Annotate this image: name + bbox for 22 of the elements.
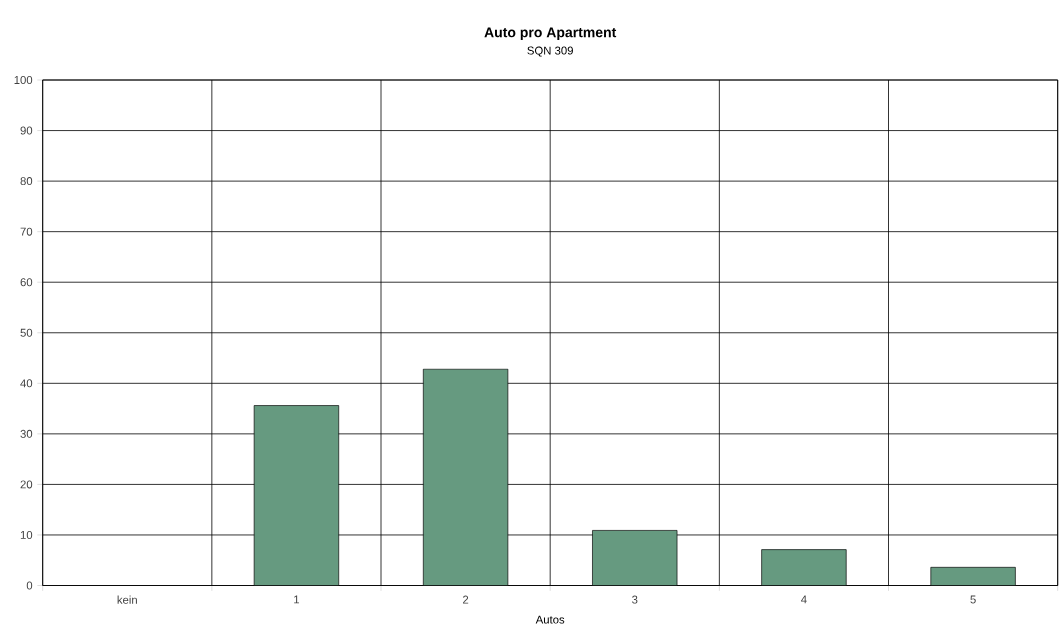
y-tick-label: 60 (20, 278, 33, 287)
x-tick-label: 4 (801, 595, 807, 604)
y-tick-label: 80 (20, 177, 33, 186)
y-tick-label: 20 (20, 480, 33, 489)
y-tick-label: 0 (26, 581, 33, 590)
bar (930, 567, 1016, 586)
x-tick-label: kein (117, 595, 137, 605)
bar (761, 549, 847, 586)
y-tick-label: 10 (20, 531, 33, 540)
y-tick-label: 30 (20, 430, 33, 439)
y-tick-label: 50 (20, 328, 33, 338)
x-tick-label: 2 (463, 595, 469, 604)
x-tick-label: 3 (632, 595, 638, 604)
y-tick-label: 100 (14, 76, 33, 85)
chart-subtitle: SQN 309 (527, 46, 573, 57)
x-axis-title: Autos (535, 615, 565, 624)
y-tick-label: 70 (20, 227, 33, 236)
y-tick-label: 40 (20, 379, 33, 388)
x-tick-label: 5 (970, 595, 976, 604)
chart-title: Auto pro Apartment (484, 27, 617, 41)
x-tick-label: 1 (294, 595, 300, 604)
y-tick-label: 90 (20, 126, 33, 135)
